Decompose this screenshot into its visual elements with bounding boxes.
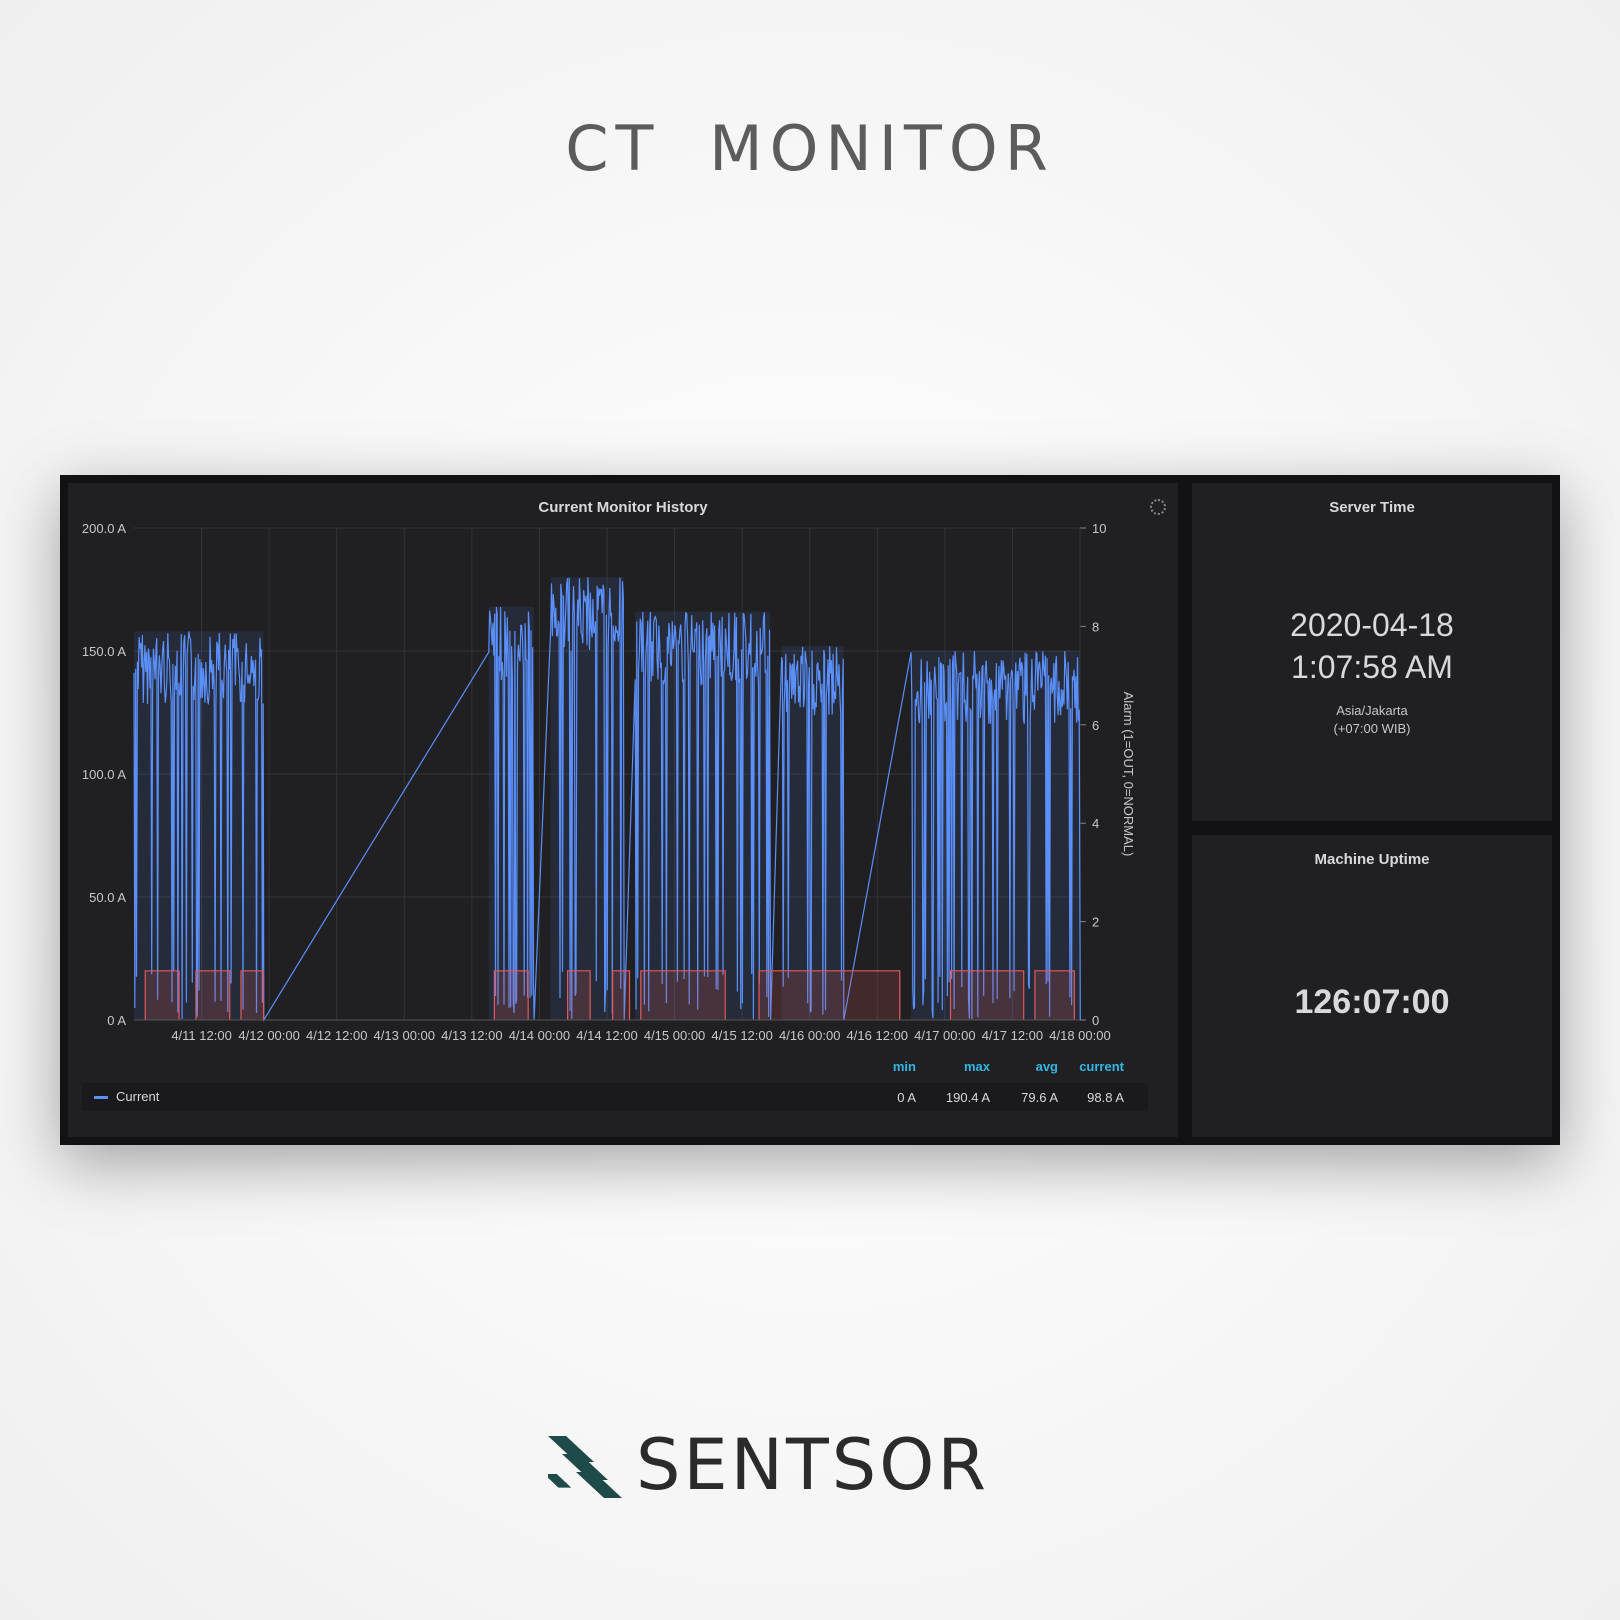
y2-tick-label: 8 (1092, 619, 1099, 634)
x-tick-label: 4/15 00:00 (644, 1028, 705, 1043)
alarm-area-fill (567, 970, 591, 1020)
alarm-area-fill (640, 970, 726, 1020)
x-tick-label: 4/12 00:00 (238, 1028, 299, 1043)
legend-header-current[interactable]: current (1079, 1059, 1124, 1074)
y-tick-label: 100.0 A (82, 767, 126, 782)
y2-tick-label: 10 (1092, 521, 1106, 536)
alarm-series-line (195, 970, 231, 1020)
current-area-fill (635, 611, 771, 1020)
x-tick-label: 4/13 12:00 (441, 1028, 502, 1043)
uptime-value: 126:07:00 (1294, 983, 1450, 1021)
y-tick-label: 150.0 A (82, 644, 126, 659)
current-monitor-history-panel[interactable]: Current Monitor History 200.0 A 150.0 A 10… (68, 483, 1178, 1137)
alarm-series-line (566, 970, 591, 1020)
x-tick-label: 4/18 00:00 (1049, 1028, 1110, 1043)
alarm-area-fill (494, 970, 529, 1020)
current-series-line (133, 577, 1081, 1023)
brand-logo: SENTSOR (548, 1424, 1088, 1506)
logo-stripe-2 (562, 1454, 608, 1480)
legend-value-min: 0 A (897, 1090, 916, 1105)
x-tick-label: 4/14 12:00 (576, 1028, 637, 1043)
server-time-panel[interactable]: Server Time 2020-04-18 1:07:58 AM Asia/J… (1192, 483, 1552, 821)
x-tick-label: 4/15 12:00 (711, 1028, 772, 1043)
panel-title-machine-uptime[interactable]: Machine Uptime (1314, 851, 1430, 868)
y2-tick-label: 4 (1092, 816, 1099, 831)
legend-header-avg[interactable]: avg (1035, 1059, 1058, 1074)
legend-header-max[interactable]: max (963, 1059, 990, 1074)
y-tick-label: 0 A (107, 1013, 126, 1028)
legend-row-current[interactable]: Current 0 A 190.4 A 79.6 A 98.8 A (82, 1083, 1148, 1111)
x-tick-label: 4/17 00:00 (914, 1028, 975, 1043)
machine-uptime-panel[interactable]: Machine Uptime 126:07:00 (1192, 835, 1552, 1137)
current-history-chart[interactable]: 200.0 A 150.0 A 100.0 A 50.0 A 0 A 10 8 6 4 2 0 Ala… (68, 483, 1178, 1137)
alarm-area-fill (950, 970, 1024, 1020)
logo-stripe-3 (576, 1472, 622, 1498)
x-tick-label: 4/17 12:00 (982, 1028, 1043, 1043)
brand-name: SENTSOR (636, 1424, 989, 1506)
y2-tick-label: 2 (1092, 915, 1099, 930)
loading-spinner-icon (1150, 499, 1166, 515)
logo-stripe-1 (548, 1436, 594, 1462)
y2-axis-label: Alarm (1=OUT, 0=NORMAL) (1121, 692, 1136, 857)
alarm-series-line (493, 970, 529, 1020)
server-clock: 1:07:58 AM (1291, 649, 1453, 685)
sentsor-logo-icon (548, 1436, 622, 1498)
alarm-area-fill (759, 970, 900, 1020)
legend-value-current: 98.8 A (1087, 1090, 1124, 1105)
y2-tick-label: 0 (1092, 1013, 1099, 1028)
y-tick-label: 50.0 A (89, 890, 126, 905)
alarm-series-line (640, 970, 726, 1020)
server-timezone-offset: (+07:00 WIB) (1333, 721, 1411, 736)
alarm-area-fill (240, 970, 264, 1020)
alarm-series-line (612, 970, 631, 1020)
alarm-series-line (758, 970, 901, 1020)
server-timezone: Asia/Jakarta (1336, 703, 1408, 718)
series-color-swatch[interactable] (94, 1096, 108, 1099)
logo-stripe-4 (548, 1474, 572, 1488)
alarm-series-line (144, 970, 180, 1020)
x-tick-label: 4/13 00:00 (374, 1028, 435, 1043)
alarm-area-fill (612, 970, 630, 1020)
alarm-series-line (1034, 970, 1075, 1020)
dashboard: Current Monitor History 200.0 A 150.0 A 10… (60, 475, 1560, 1145)
legend-series-label[interactable]: Current (116, 1089, 160, 1104)
alarm-series-line (240, 970, 265, 1020)
x-tick-label: 4/16 12:00 (847, 1028, 908, 1043)
y2-tick-label: 6 (1092, 718, 1099, 733)
server-date: 2020-04-18 (1290, 607, 1454, 643)
x-tick-label: 4/16 00:00 (779, 1028, 840, 1043)
x-tick-label: 4/14 00:00 (509, 1028, 570, 1043)
y-tick-label: 200.0 A (82, 521, 126, 536)
panel-title-current-monitor-history[interactable]: Current Monitor History (538, 499, 708, 516)
legend-header-min[interactable]: min (892, 1059, 916, 1074)
page-title: CT MONITOR (565, 112, 1055, 185)
x-tick-label: 4/12 12:00 (306, 1028, 367, 1043)
alarm-area-fill (145, 970, 180, 1020)
x-tick-label: 4/11 12:00 (171, 1028, 231, 1043)
alarm-area-fill (195, 970, 230, 1020)
alarm-series-line (949, 970, 1025, 1020)
alarm-area-fill (1034, 970, 1075, 1020)
legend-value-avg: 79.6 A (1021, 1090, 1058, 1105)
legend-value-max: 190.4 A (945, 1090, 990, 1105)
panel-title-server-time[interactable]: Server Time (1329, 499, 1415, 516)
